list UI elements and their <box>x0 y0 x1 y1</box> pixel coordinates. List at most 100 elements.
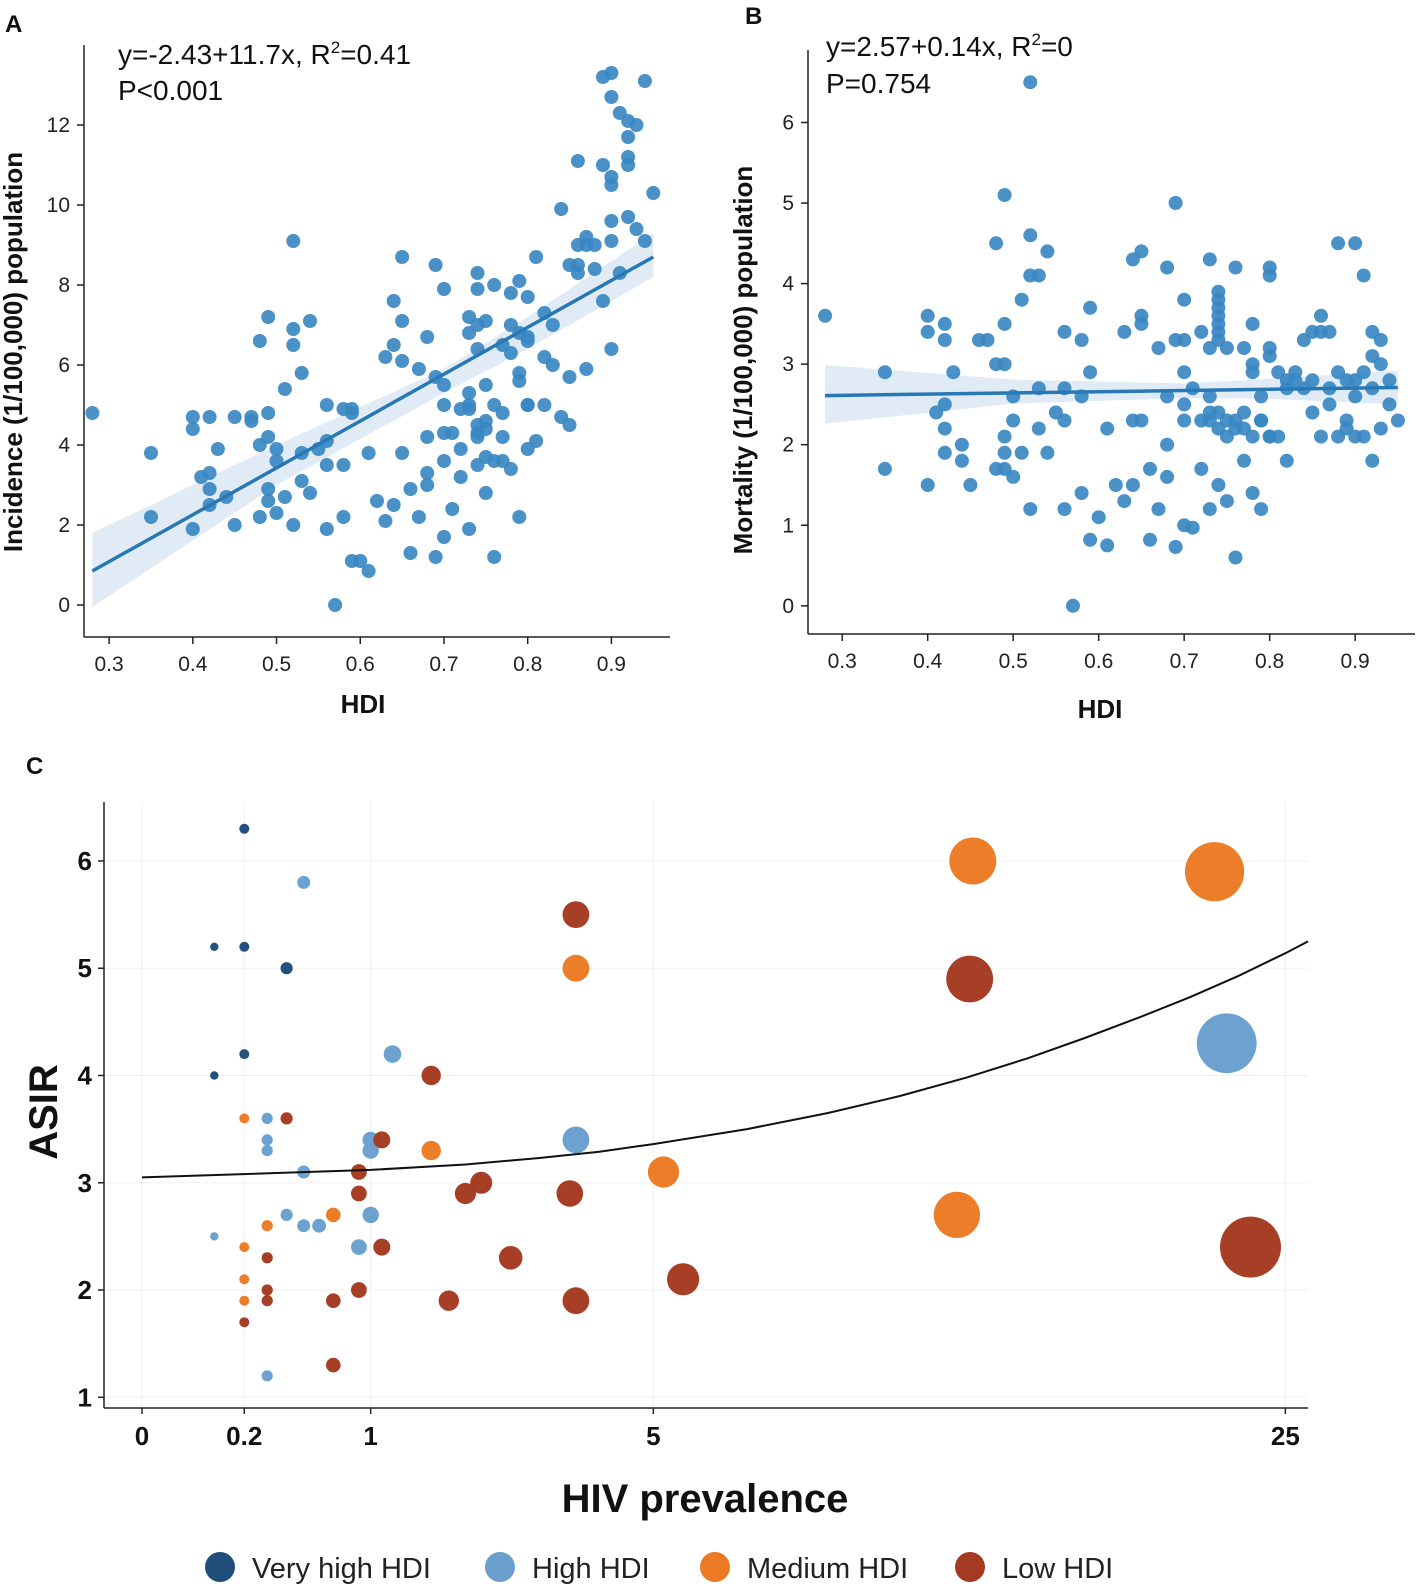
panel-b-data-point <box>920 478 935 492</box>
panel-a-y-tick-label: 12 <box>47 114 70 137</box>
panel-a-data-point <box>386 498 401 512</box>
panel-b-data-point <box>1356 365 1371 380</box>
panel-b-pvalue: P=0.754 <box>826 68 931 99</box>
panel-b-data-point <box>1160 437 1175 452</box>
panel-c-bubble <box>297 1219 311 1233</box>
panel-b-data-point <box>1083 300 1098 315</box>
panel-a-data-point <box>202 410 217 424</box>
panel-c-bubble <box>562 901 590 928</box>
panel-c-bubble <box>556 1180 584 1207</box>
panel-c-x-tick-label: 0.2 <box>226 1421 262 1451</box>
panel-c-bubble <box>351 1185 367 1202</box>
panel-a-data-point <box>462 522 477 536</box>
panel-b-x-tick-label: 0.5 <box>999 650 1028 673</box>
panel-a-data-point <box>319 522 334 536</box>
panel-b-data-point <box>1322 397 1337 412</box>
panel-a-data-point <box>604 234 619 248</box>
panel-a-data-point <box>570 266 585 280</box>
panel-b-data-point <box>877 365 892 380</box>
panel-b-data-point <box>1185 381 1200 396</box>
panel-a-data-point <box>478 422 493 436</box>
panel-a-y-tick-label: 0 <box>58 594 70 617</box>
panel-b-data-point <box>1091 510 1106 525</box>
panel-a-data-point <box>604 342 619 356</box>
panel-b-data-point <box>1134 413 1149 428</box>
panel-a-data-point <box>537 398 552 412</box>
panel-b-data-point <box>1348 236 1363 251</box>
panel-a-data-point <box>637 74 652 88</box>
panel-a-x-tick-label: 0.9 <box>597 653 626 676</box>
panel-c-bubble <box>949 837 997 885</box>
panel-b-data-point <box>1202 389 1217 404</box>
panel-a-data-point <box>495 430 510 444</box>
panel-b-data-point <box>1373 357 1388 372</box>
panel-a-data-point <box>227 410 242 424</box>
panel-b-data-point <box>1305 373 1320 388</box>
panel-b-x-tick-label: 0.9 <box>1341 650 1370 673</box>
panel-a-data-point <box>328 598 343 612</box>
panel-b-x-tick-label: 0.8 <box>1255 650 1284 673</box>
panel-b-data-point <box>937 397 952 412</box>
panel-b-data-point <box>1031 268 1046 283</box>
panel-b-data-point <box>946 365 961 380</box>
panel-a-data-point <box>269 442 284 456</box>
panel-b-data-point <box>1348 389 1363 404</box>
panel-a-data-point <box>462 386 477 400</box>
panel-a-data-point <box>261 430 276 444</box>
panel-a-data-point <box>478 378 493 392</box>
panel-a-data-point <box>503 346 518 360</box>
panel-b-data-point <box>1074 333 1089 347</box>
panel-c-bubble <box>362 1206 379 1224</box>
panel-a-data-point <box>286 234 301 248</box>
panel-a-data-point <box>378 514 393 528</box>
panel-a-data-point <box>637 234 652 248</box>
panel-c-bubble <box>326 1207 341 1223</box>
panel-a-data-point <box>361 564 376 578</box>
panel-b-data-point <box>937 333 952 347</box>
panel-b-y-tick-label: 5 <box>782 192 794 215</box>
panel-a-data-point <box>520 398 535 412</box>
panel-a-data-point <box>202 466 217 480</box>
panel-b-data-point <box>1279 453 1294 468</box>
panel-c-bubble <box>239 1049 250 1060</box>
panel-a: A 0.3 0.4 0.5 0.6 0.7 0.8 0.9 0 2 4 6 8 10 12 HDI In… <box>0 11 670 719</box>
panel-c-bubble <box>421 1140 441 1161</box>
panel-a-x-axis-label: HDI <box>341 689 386 719</box>
panel-b-data-point <box>1254 502 1269 517</box>
panel-b-data-point <box>818 308 833 323</box>
panel-c-legend: Very high HDI High HDI Medium HDI Low HDI <box>205 1552 1113 1585</box>
panel-b-data-point <box>1322 324 1337 339</box>
panel-c-y-tick-label: 2 <box>78 1275 92 1305</box>
panel-c-bubble <box>438 1290 459 1311</box>
panel-a-data-point <box>185 410 200 424</box>
panel-b-data-point <box>1031 421 1046 436</box>
panel-b-x-ticks: 0.3 0.4 0.5 0.6 0.7 0.8 0.9 <box>828 634 1370 673</box>
panel-b-data-point <box>1356 268 1371 283</box>
panel-a-data-point <box>545 318 560 332</box>
panel-c-bubble <box>373 1131 391 1149</box>
panel-a-data-point <box>210 442 225 456</box>
panel-a-data-point <box>403 546 418 560</box>
panel-b-data-point <box>1083 532 1098 547</box>
panel-a-data-point <box>252 334 267 348</box>
panel-b-data-point <box>1331 236 1346 251</box>
panel-b-y-tick-label: 3 <box>782 353 794 376</box>
legend-label-low: Low HDI <box>1002 1553 1113 1585</box>
panel-b-data-point <box>1237 453 1251 468</box>
panel-a-data-point <box>303 314 317 328</box>
panel-c-bubble <box>261 1134 273 1146</box>
panel-b-data-point <box>1066 598 1080 613</box>
panel-b-data-point <box>1014 292 1029 307</box>
panel-b-data-point <box>954 437 969 452</box>
panel-a-x-tick-label: 0.6 <box>346 653 375 676</box>
panel-b-data-point <box>1160 260 1175 275</box>
panel-b-data-point <box>937 421 952 436</box>
panel-c-bubble <box>562 1287 590 1315</box>
panel-a-data-point <box>420 430 435 444</box>
panel-b-data-point <box>1185 520 1200 535</box>
panel-b: B 0.3 0.4 0.5 0.6 0.7 0.8 0.9 0 1 2 3 4 5 6 HDI Mort… <box>728 3 1415 724</box>
panel-c-bubble <box>261 1145 273 1157</box>
panel-a-data-point <box>378 350 393 364</box>
panel-a-data-point <box>437 530 451 544</box>
